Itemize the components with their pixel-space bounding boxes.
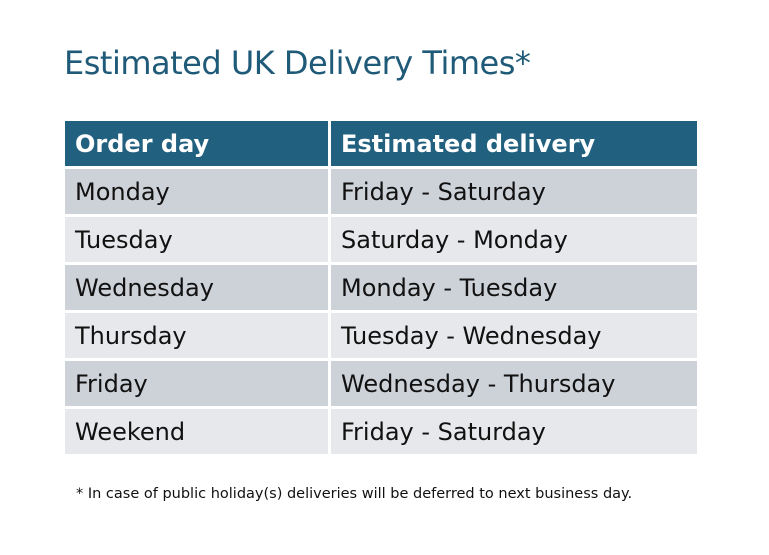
order-day-cell: Wednesday <box>65 265 328 310</box>
order-day-cell: Tuesday <box>65 217 328 262</box>
order-day-cell: Thursday <box>65 313 328 358</box>
order-day-cell: Friday <box>65 361 328 406</box>
table-row: Monday Friday - Saturday <box>65 169 697 214</box>
estimated-delivery-cell: Friday - Saturday <box>331 169 697 214</box>
table-row: Wednesday Monday - Tuesday <box>65 265 697 310</box>
estimated-delivery-cell: Tuesday - Wednesday <box>331 313 697 358</box>
delivery-times-table: Order day Estimated delivery Monday Frida… <box>62 118 700 457</box>
header-order-day: Order day <box>65 121 328 166</box>
table-row: Thursday Tuesday - Wednesday <box>65 313 697 358</box>
estimated-delivery-cell: Friday - Saturday <box>331 409 697 454</box>
estimated-delivery-cell: Monday - Tuesday <box>331 265 697 310</box>
footnote: * In case of public holiday(s) deliverie… <box>76 486 633 502</box>
table-header-row: Order day Estimated delivery <box>65 121 697 166</box>
estimated-delivery-cell: Saturday - Monday <box>331 217 697 262</box>
table-row: Tuesday Saturday - Monday <box>65 217 697 262</box>
order-day-cell: Weekend <box>65 409 328 454</box>
header-estimated-delivery: Estimated delivery <box>331 121 697 166</box>
estimated-delivery-cell: Wednesday - Thursday <box>331 361 697 406</box>
table-row: Friday Wednesday - Thursday <box>65 361 697 406</box>
table-row: Weekend Friday - Saturday <box>65 409 697 454</box>
page-title: Estimated UK Delivery Times* <box>64 44 531 82</box>
order-day-cell: Monday <box>65 169 328 214</box>
